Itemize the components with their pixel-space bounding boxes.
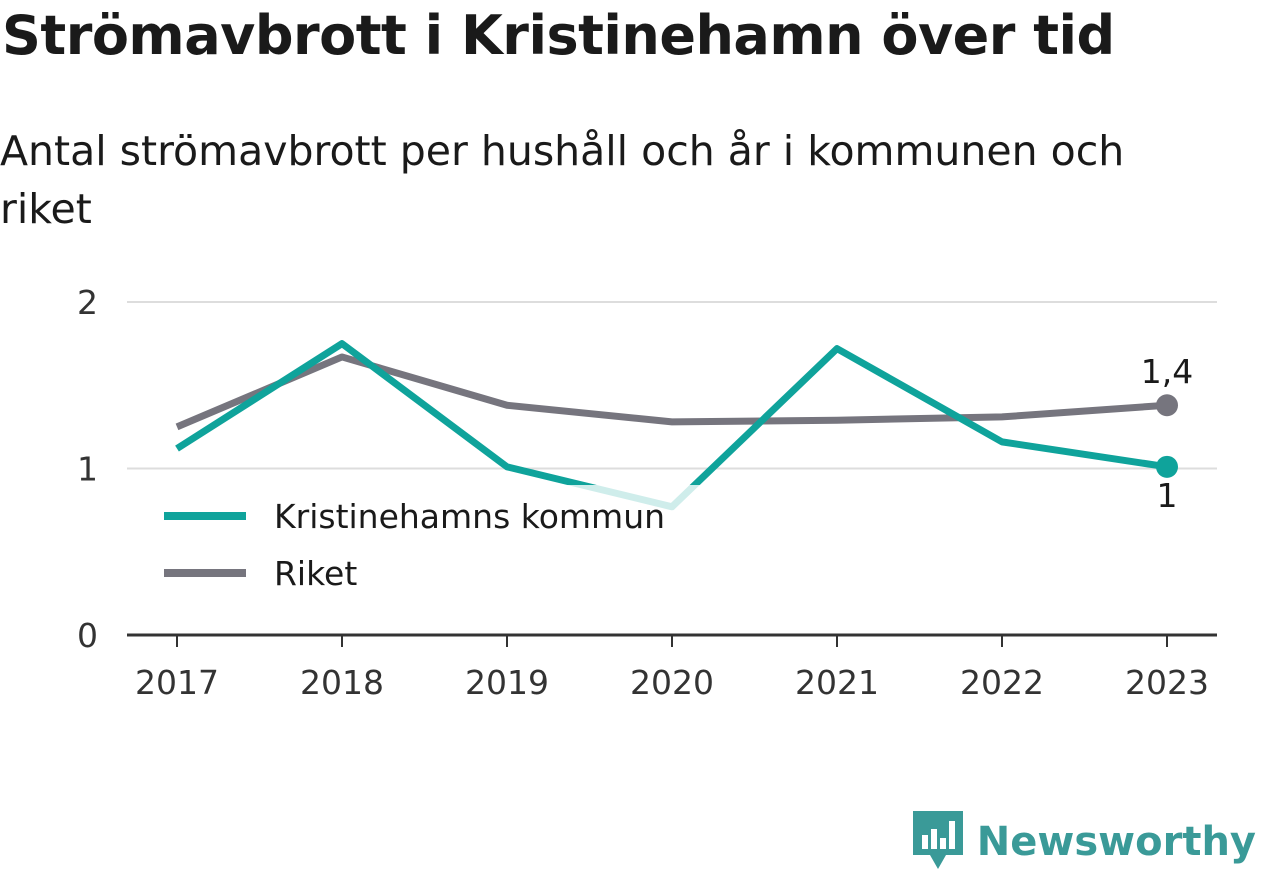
end-value-label: 1,4 bbox=[1141, 352, 1193, 391]
y-tick-label: 1 bbox=[77, 450, 98, 489]
chart-subtitle: Antal strömavbrott per hushåll och år i … bbox=[0, 127, 1125, 233]
x-axis: 2017 2018 2019 2020 2021 2022 2023 bbox=[127, 633, 1217, 702]
x-tick-label: 2018 bbox=[300, 663, 384, 702]
y-tick-label: 0 bbox=[77, 616, 98, 655]
x-tick-label: 2019 bbox=[465, 663, 549, 702]
y-tick-label: 2 bbox=[77, 283, 98, 322]
legend: Kristinehamns kommun Riket bbox=[148, 485, 708, 609]
x-tick-label: 2020 bbox=[630, 663, 714, 702]
end-point-marker bbox=[1156, 455, 1178, 478]
series-line-riket bbox=[175, 353, 1168, 431]
legend-background bbox=[148, 485, 708, 609]
x-tick-label: 2021 bbox=[795, 663, 879, 702]
x-tick-label: 2017 bbox=[135, 663, 219, 702]
chart-title: Strömavbrott i Kristinehamn över tid bbox=[2, 4, 1115, 67]
brand-name: Newsworthy bbox=[976, 819, 1256, 865]
gridlines bbox=[127, 301, 1217, 470]
series-lines bbox=[175, 340, 1178, 511]
end-point-marker bbox=[1156, 394, 1178, 417]
legend-label: Riket bbox=[274, 554, 357, 593]
x-tick-label: 2023 bbox=[1125, 663, 1209, 702]
end-value-label: 1 bbox=[1157, 476, 1178, 515]
brand-footer: Newsworthy bbox=[912, 811, 1256, 873]
x-tick-label: 2022 bbox=[960, 663, 1044, 702]
newsworthy-logo-icon bbox=[912, 811, 963, 873]
legend-label: Kristinehamns kommun bbox=[274, 497, 665, 536]
end-labels: 11,4 bbox=[1141, 352, 1193, 515]
y-axis-ticks: 0 1 2 bbox=[77, 283, 98, 655]
